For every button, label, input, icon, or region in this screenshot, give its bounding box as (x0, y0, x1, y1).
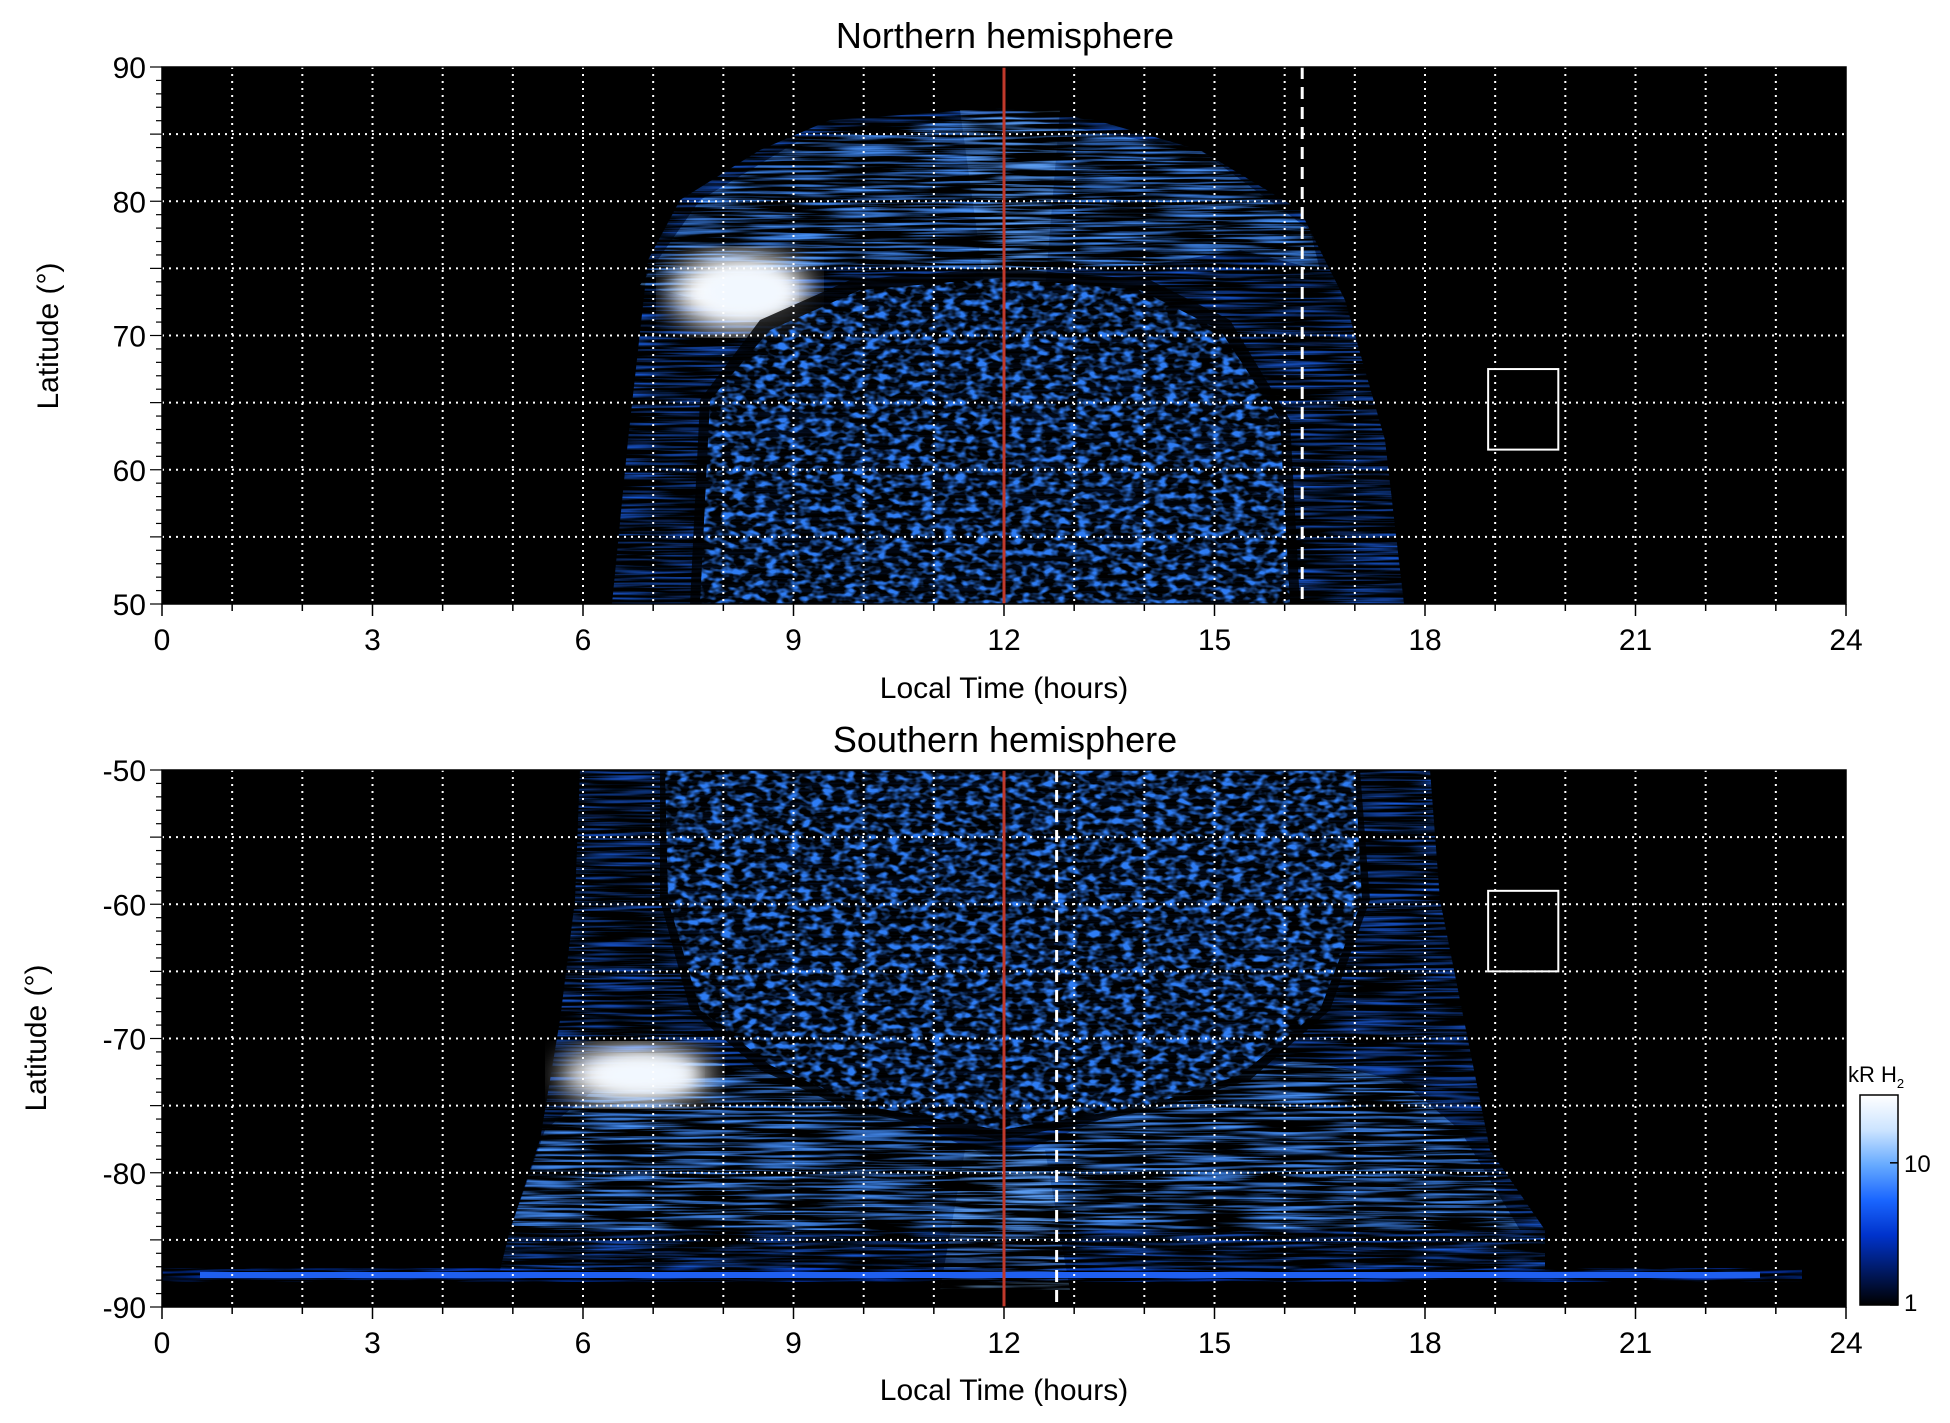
emission-map-south (162, 770, 1802, 1290)
colorbar: kR H2 10 1 (1848, 1062, 1931, 1317)
y-tick-label: 50 (113, 589, 146, 622)
emission-map-north (612, 108, 1404, 604)
y-axis-south: -50 -60 -70 -80 -90 (103, 755, 162, 1325)
x-tick-label: 12 (987, 624, 1020, 657)
panel-northern: Northern hemisphere 0 3 6 9 12 15 18 21 24 50 60 7… (32, 15, 1863, 705)
y-tick-label: -90 (103, 1292, 146, 1325)
x-tick-label: 3 (364, 1327, 381, 1360)
x-tick-label: 6 (575, 624, 592, 657)
x-tick-label: 24 (1829, 624, 1862, 657)
polar-band-core-south (200, 1272, 1760, 1278)
y-tick-label: -80 (103, 1158, 146, 1191)
y-tick-label: 80 (113, 186, 146, 219)
x-tick-label: 15 (1198, 624, 1231, 657)
x-tick-label: 18 (1408, 1327, 1441, 1360)
core-speckle-south (665, 770, 1362, 1130)
x-tick-label: 21 (1619, 624, 1652, 657)
y-axis-label-south: Latitude (°) (20, 964, 53, 1111)
x-tick-label: 15 (1198, 1327, 1231, 1360)
x-tick-label: 12 (987, 1327, 1020, 1360)
x-tick-label: 24 (1829, 1327, 1862, 1360)
chart-title-north: Northern hemisphere (836, 15, 1174, 56)
x-tick-label: 9 (785, 1327, 802, 1360)
y-tick-label: -60 (103, 889, 146, 922)
x-axis-south: 0 3 6 9 12 15 18 21 24 (154, 1307, 1863, 1360)
reference-box (1487, 368, 1560, 451)
hot-spot-core-north (700, 267, 790, 317)
panel-southern: Southern hemisphere 0 3 6 9 12 15 18 21 24 -50 -6… (20, 719, 1863, 1407)
noon-fan-north (960, 110, 1060, 290)
markers-north (1002, 67, 1560, 604)
y-tick-label: 90 (113, 52, 146, 85)
x-tick-label: 3 (364, 624, 381, 657)
x-tick-label: 9 (785, 624, 802, 657)
x-tick-label: 18 (1408, 624, 1441, 657)
x-axis-north: 0 3 6 9 12 15 18 21 24 (154, 604, 1863, 657)
core-speckle-north (700, 278, 1290, 604)
y-tick-label: -70 (103, 1024, 146, 1057)
bright-oval-south (510, 1060, 1520, 1230)
y-tick-label: -50 (103, 755, 146, 788)
y-axis-north: 50 60 70 80 90 (113, 52, 162, 622)
y-tick-label: 70 (113, 321, 146, 354)
x-axis-label-north: Local Time (hours) (880, 672, 1128, 705)
colorbar-tick-label: 10 (1904, 1151, 1931, 1178)
x-tick-label: 21 (1619, 1327, 1652, 1360)
colorbar-ticks: 10 1 (1890, 1151, 1931, 1317)
colorbar-label: kR H2 (1848, 1062, 1904, 1091)
x-axis-label-south: Local Time (hours) (880, 1374, 1128, 1407)
hot-spot-core-south (595, 1057, 695, 1093)
colorbar-tick-label: 1 (1904, 1290, 1917, 1317)
y-axis-label-north: Latitude (°) (32, 262, 65, 409)
x-tick-label: 6 (575, 1327, 592, 1360)
chart-title-south: Southern hemisphere (833, 719, 1177, 760)
y-tick-label: 60 (113, 455, 146, 488)
colorbar-gradient (1859, 1094, 1899, 1306)
x-tick-label: 0 (154, 624, 171, 657)
reference-box (1487, 889, 1560, 973)
markers-south (1002, 770, 1560, 1307)
x-tick-label: 0 (154, 1327, 171, 1360)
